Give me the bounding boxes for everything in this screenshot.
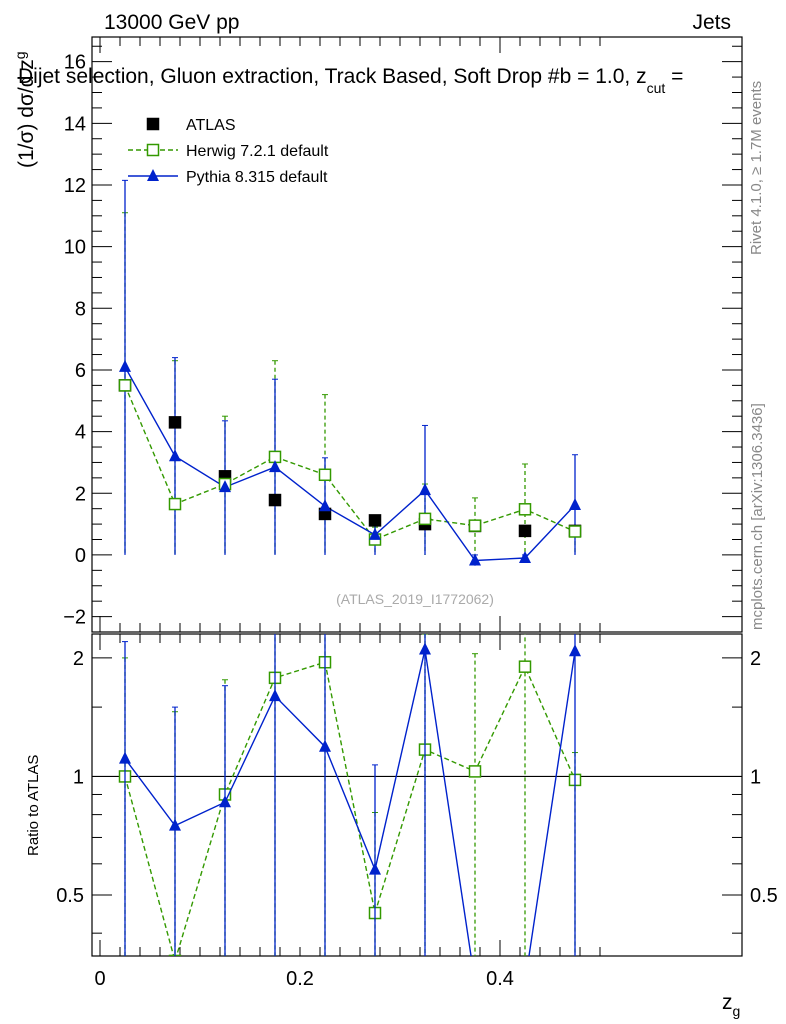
ratio-series-herwig-7-2-1-default <box>118 634 582 956</box>
ratio-ytick-label-right: 1 <box>750 766 761 788</box>
x-axis-title: zg <box>722 991 740 1019</box>
ratio-pythia-point <box>569 644 581 657</box>
legend-atlas-marker <box>146 117 160 131</box>
legend-label: Herwig 7.2.1 default <box>186 143 329 160</box>
plot-title-sub: cut <box>647 80 666 96</box>
ratio-pythia-point <box>319 739 331 752</box>
main-panel-axes: −2 0 2 4 6 8 10 12 14 16 <box>63 36 743 633</box>
x-tick-label: 0.4 <box>486 968 514 990</box>
ratio-ylabel: Ratio to ATLAS <box>25 755 42 856</box>
ratio-series-pythia-8-315-default <box>119 634 581 987</box>
ratio-panel-axes: 0.5 0.5 1 1 2 2 0 0.2 0.4 <box>56 633 778 990</box>
plot-title: Dijet selection, Gluon extraction, Track… <box>18 65 683 96</box>
pythia-point <box>319 499 331 512</box>
legend-label: Pythia 8.315 default <box>186 169 328 186</box>
legend-label: ATLAS <box>186 117 236 134</box>
mcplots-label: mcplots.cern.ch [arXiv:1306.3436] <box>749 403 766 630</box>
legend-entry: Pythia 8.315 default <box>128 169 328 186</box>
pythia-point <box>419 483 431 496</box>
herwig-point <box>568 525 582 538</box>
herwig-point <box>318 468 332 482</box>
pythia-point <box>369 527 381 540</box>
markers-atlas <box>118 379 582 538</box>
main-ytick-label: 0 <box>75 545 86 567</box>
ratio-ytick-label-right: 2 <box>750 648 761 670</box>
series-pythia-8-315-default <box>122 179 578 566</box>
herwig-point <box>518 503 532 516</box>
legend-entry: Herwig 7.2.1 default <box>128 143 329 160</box>
herwig-point <box>468 519 482 532</box>
ratio-pythia-point <box>519 975 531 987</box>
ratio-pythia-point <box>169 818 181 831</box>
ratio-panel-marks <box>118 634 582 987</box>
ratio-pythia-point <box>219 795 231 808</box>
atlas-point <box>268 493 282 507</box>
process-label: Jets <box>692 11 731 34</box>
legend-entry: ATLAS <box>146 117 236 134</box>
ratio-pythia-point <box>119 751 131 764</box>
ratio-ytick-label: 0.5 <box>56 885 84 907</box>
main-ytick-label: 4 <box>75 422 86 444</box>
ratio-pythia-point <box>469 975 481 987</box>
pythia-point <box>269 460 281 473</box>
ratio-pythia-point <box>419 642 431 655</box>
main-panel-marks <box>118 179 582 566</box>
main-ytick-label: 8 <box>75 298 86 320</box>
atlas-point <box>168 416 182 429</box>
main-frame <box>91 36 743 633</box>
ratio-herwig-point <box>518 660 532 673</box>
ratio-ytick-label: 2 <box>73 648 84 670</box>
main-ytick-label: 6 <box>75 360 86 382</box>
pythia-point <box>469 553 481 566</box>
atlas-point <box>518 524 532 538</box>
main-ylabel: (1/σ) dσ/d zg <box>12 51 38 168</box>
series-herwig-7-2-1-default <box>122 212 578 555</box>
legend-herwig-marker <box>146 143 160 157</box>
ratio-ytick-label: 1 <box>73 766 84 788</box>
main-ylabel-sub: g <box>12 51 28 59</box>
herwig-point <box>168 497 182 511</box>
main-ytick-label: 16 <box>64 52 86 74</box>
ratio-frame <box>91 633 743 957</box>
ratio-series-line <box>124 649 576 956</box>
x-axis-title-sub: g <box>733 1003 741 1019</box>
series-line <box>124 385 576 541</box>
ratio-pythia-point <box>369 862 381 875</box>
pythia-point <box>119 359 131 372</box>
ratio-pythia-point <box>269 689 281 702</box>
series-line <box>124 366 576 562</box>
legend: ATLAS Herwig 7.2.1 default Pythia 8.315 de… <box>128 117 329 186</box>
legend-pythia-marker <box>147 169 159 181</box>
herwig-point <box>418 512 432 526</box>
x-tick-label: 0 <box>94 968 105 990</box>
ratio-series-line <box>124 661 576 956</box>
main-ytick-label: 14 <box>64 113 86 135</box>
pythia-point <box>569 497 581 510</box>
main-ytick-label: 2 <box>75 483 86 505</box>
main-ytick-label: −2 <box>63 607 86 629</box>
markers-pythia-8-315-default <box>119 359 581 566</box>
pythia-point <box>169 449 181 462</box>
x-axis-title-main: z <box>722 991 733 1014</box>
main-ytick-label: 12 <box>64 175 86 197</box>
rivet-version-label: Rivet 4.1.0, ≥ 1.7M events <box>748 81 765 255</box>
pythia-point <box>219 480 231 493</box>
energy-label: 13000 GeV pp <box>104 11 239 34</box>
main-ylabel-main: (1/σ) dσ/d z <box>15 59 38 168</box>
herwig-point <box>118 379 132 392</box>
main-ytick-label: 10 <box>64 237 86 259</box>
analysis-watermark: (ATLAS_2019_I1772062) <box>336 591 494 607</box>
ratio-ytick-label-right: 0.5 <box>750 885 778 907</box>
ratio-series-group <box>118 634 582 987</box>
ratio-herwig-point <box>468 765 482 778</box>
plot-title-tail: = <box>665 65 683 88</box>
atlas-point <box>368 514 382 527</box>
plot-title-main: Dijet selection, Gluon extraction, Track… <box>18 65 647 88</box>
pythia-point <box>519 551 531 564</box>
ratio-herwig-point <box>168 954 182 956</box>
x-tick-label: 0.2 <box>286 968 314 990</box>
